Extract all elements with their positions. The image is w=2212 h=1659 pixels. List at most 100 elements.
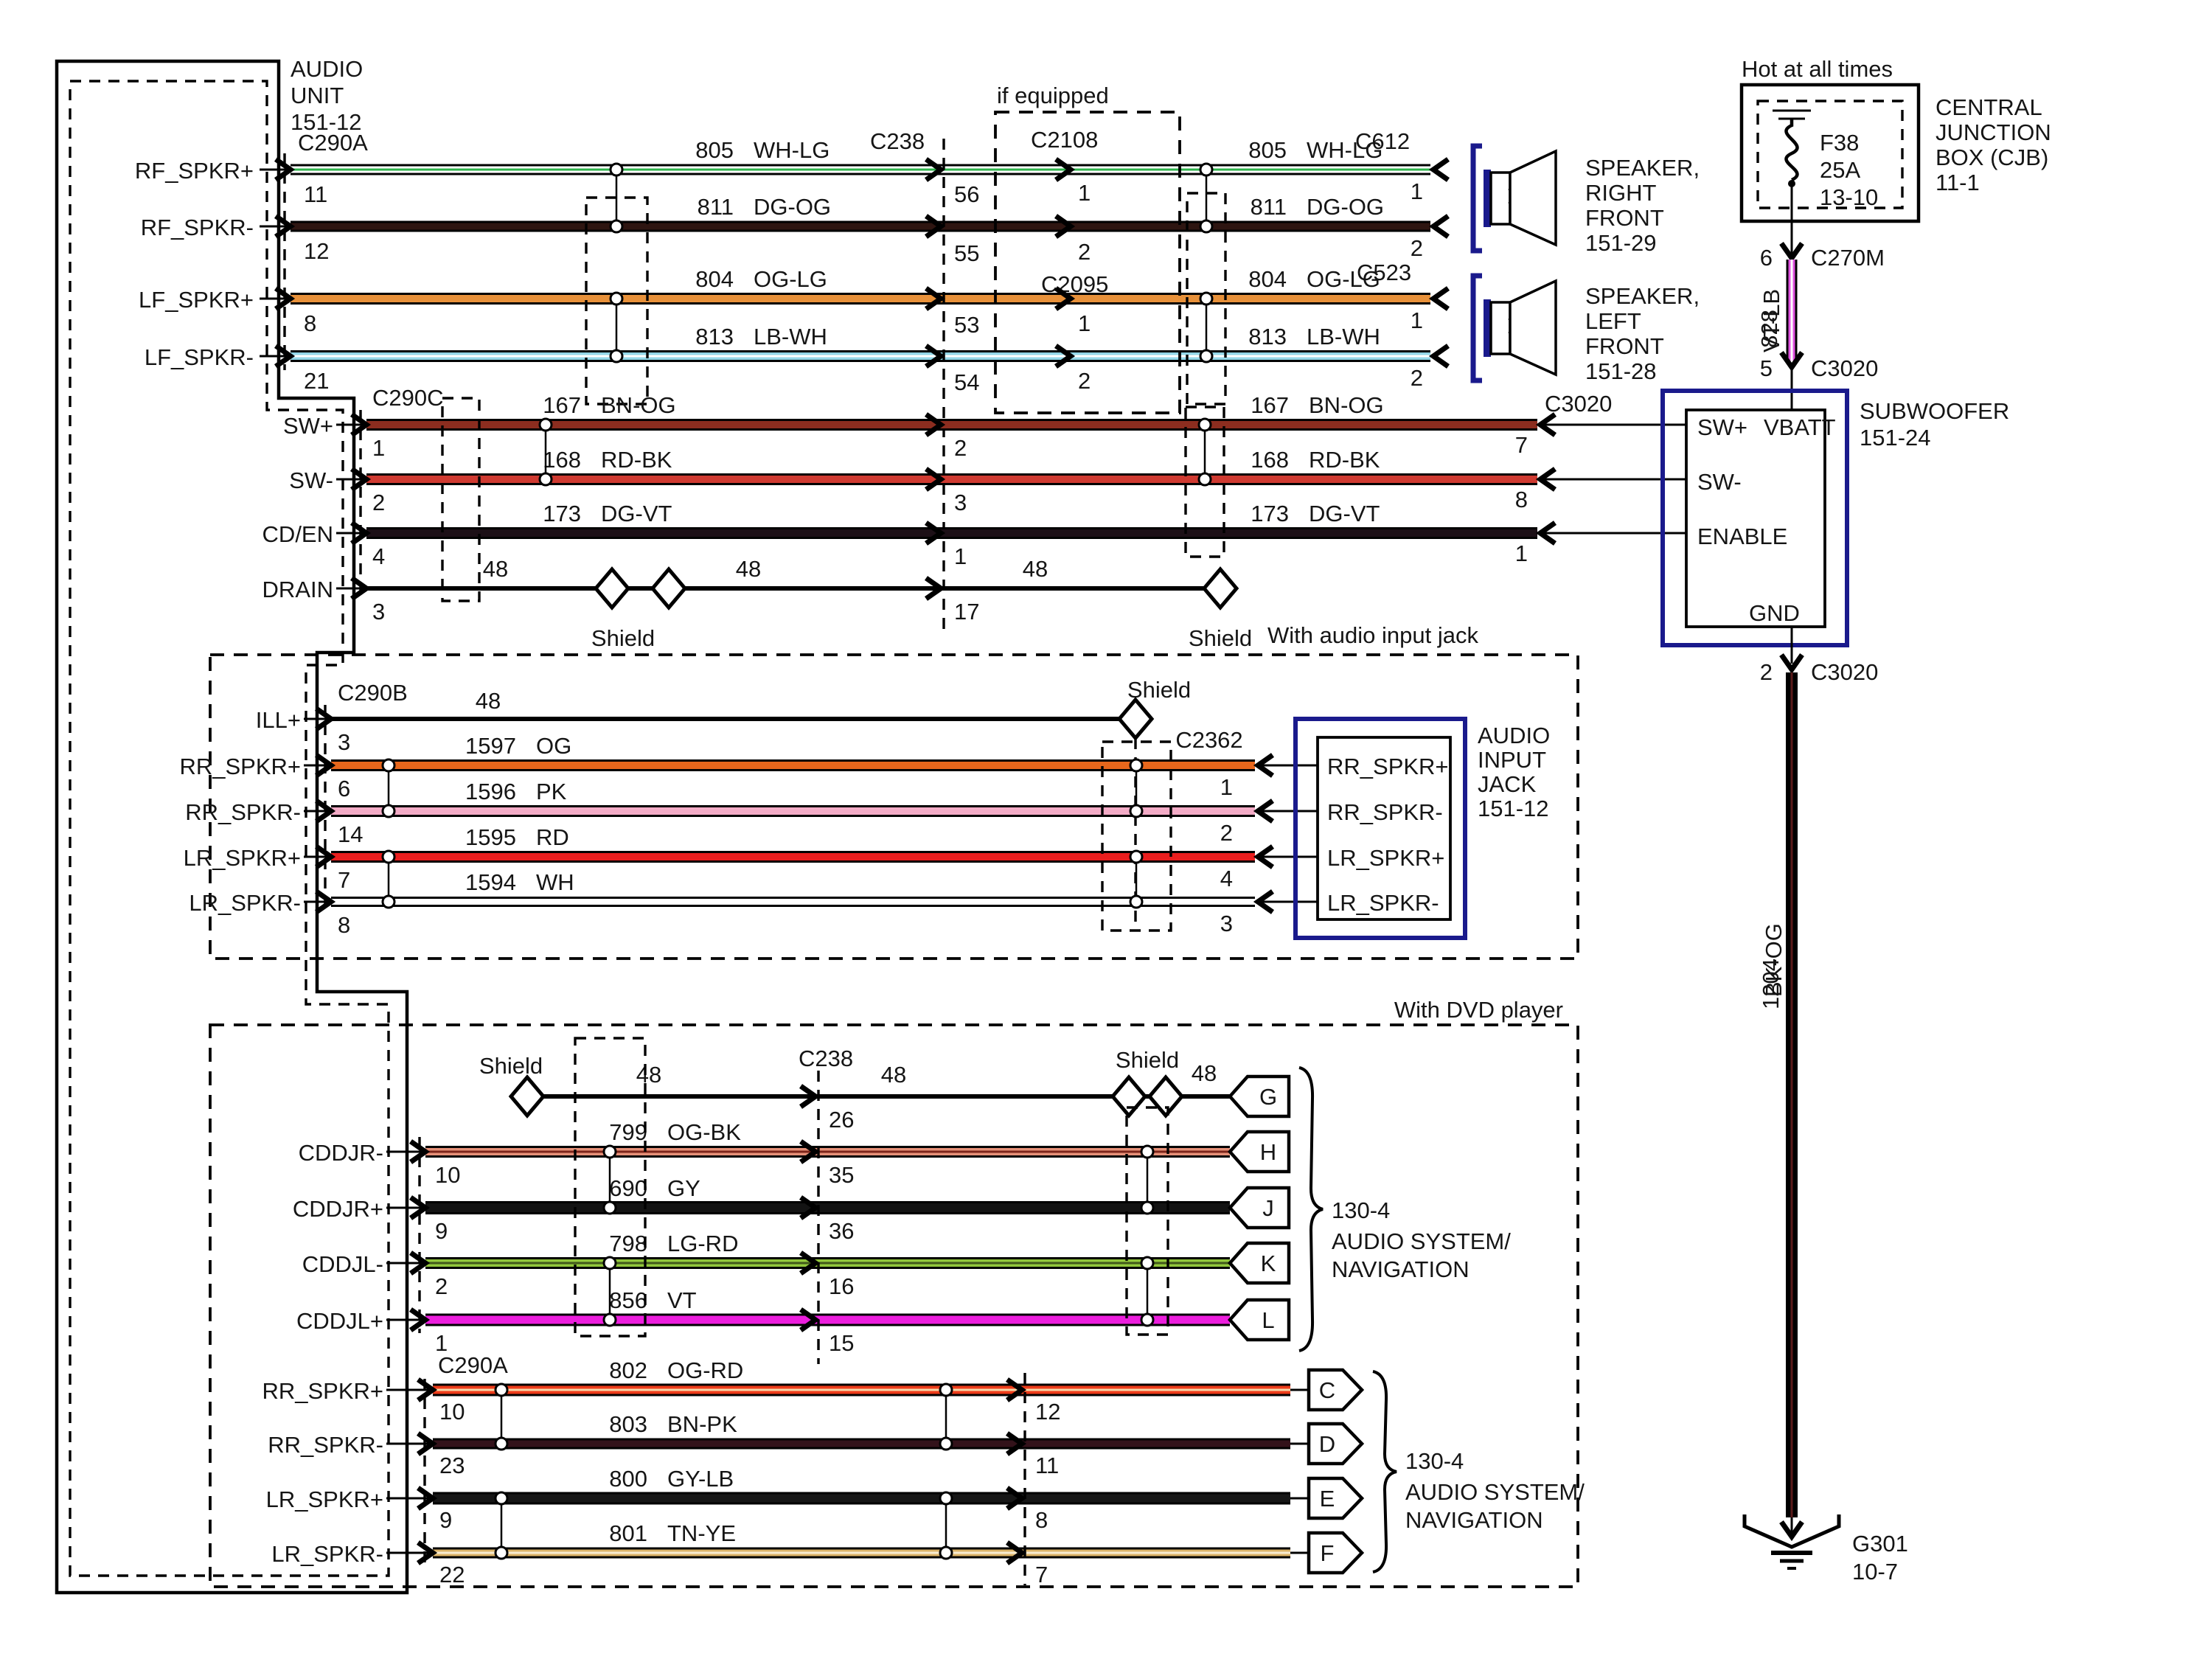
pin-number: 35 xyxy=(829,1162,854,1188)
pin-number: 11 xyxy=(1035,1453,1059,1478)
pennant-letter: C xyxy=(1319,1377,1335,1403)
subwoofer-title: SUBWOOFER xyxy=(1860,398,2009,424)
wire-color: BK-OG xyxy=(1761,923,1787,997)
wire-number: 804 xyxy=(1248,266,1287,292)
speaker-right-front-icon xyxy=(1484,149,1557,247)
wire-number-48: 48 xyxy=(636,1062,661,1088)
pin-number: 1 xyxy=(954,543,967,569)
pin-number: 2 xyxy=(1078,239,1091,265)
cjb-label: JUNCTION xyxy=(1935,119,2051,145)
pin-number: 3 xyxy=(338,729,350,755)
wire-color: LG-RD xyxy=(667,1231,738,1256)
pin-number: 16 xyxy=(829,1273,854,1299)
shield-diamond-icon xyxy=(1204,569,1237,608)
pennant-letter: H xyxy=(1260,1139,1276,1165)
wire-number: 167 xyxy=(1251,392,1289,418)
twisted-pair-loop xyxy=(602,1144,617,1215)
destination-ref: NAVIGATION xyxy=(1332,1256,1470,1282)
cjb-label: 11-1 xyxy=(1935,170,1980,195)
ground-ref: 10-7 xyxy=(1852,1559,1898,1585)
jack-pin-label: RR_SPKR- xyxy=(1327,799,1443,825)
wire-color: PK xyxy=(536,779,567,804)
pin-number: 14 xyxy=(338,821,363,847)
pin-number: 12 xyxy=(1035,1399,1060,1425)
hot-at-all-times-label: Hot at all times xyxy=(1742,56,1893,82)
shield-diamond-icon xyxy=(1113,1077,1145,1116)
pin-number: 1 xyxy=(372,435,385,461)
wire-color: OG-LG xyxy=(754,266,827,292)
twist-region xyxy=(574,1037,647,1338)
pin-number: 2 xyxy=(372,490,385,515)
audio-unit-title: 151-12 xyxy=(291,109,362,135)
subwoofer-inner-box xyxy=(1685,408,1826,628)
pennant-l xyxy=(1230,1300,1289,1340)
shield-label: Shield xyxy=(591,625,655,651)
wire-color: DG-VT xyxy=(601,501,672,526)
pennant-letter: K xyxy=(1261,1251,1276,1276)
audio-unit-title: UNIT xyxy=(291,83,344,108)
pin-number: 10 xyxy=(439,1399,465,1425)
wire-color: RD-BK xyxy=(601,447,672,473)
pennant-letter: J xyxy=(1262,1195,1274,1221)
destination-ref: AUDIO SYSTEM/ xyxy=(1405,1479,1585,1505)
wire-number: 173 xyxy=(543,501,581,526)
connector-label-c238: C238 xyxy=(870,128,925,154)
speaker-left-label: LEFT xyxy=(1585,308,1641,334)
sub-pin-swm: SW- xyxy=(1697,469,1742,495)
speaker-left-label: 151-28 xyxy=(1585,358,1657,384)
wire-number: 856 xyxy=(609,1287,647,1313)
twisted-pair-loop xyxy=(381,849,396,909)
connector-label-c523: C523 xyxy=(1357,260,1411,285)
pin-number: 1 xyxy=(1515,540,1528,566)
wire-number: 800 xyxy=(609,1466,647,1492)
brace xyxy=(1372,1370,1397,1573)
pin-number: 3 xyxy=(954,490,967,515)
subwoofer-outer-box xyxy=(1660,389,1849,647)
signal-label: RF_SPKR- xyxy=(141,215,254,240)
pin-number: 21 xyxy=(304,368,329,394)
brace xyxy=(1298,1066,1324,1352)
connector-label-c2362: C2362 xyxy=(1175,727,1242,753)
wire-number: 168 xyxy=(543,447,581,473)
pin-number: 8 xyxy=(1035,1507,1048,1533)
pin-number: 1 xyxy=(1220,774,1233,800)
section-front-speakers: C290A RF_SPKR+ RF_SPKR- LF_SPKR+ LF_SPKR… xyxy=(135,83,1700,633)
signal-label: CD/EN xyxy=(262,521,333,547)
signal-label: LR_SPKR+ xyxy=(184,845,301,871)
fuse-name: F38 xyxy=(1820,130,1859,156)
wire-number: 813 xyxy=(1248,324,1287,349)
signal-label: RR_SPKR+ xyxy=(262,1378,383,1404)
audio-unit-box: AUDIO UNIT 151-12 xyxy=(55,56,409,1595)
twisted-pair-loop xyxy=(1199,291,1214,364)
jack-pin-label: LR_SPKR- xyxy=(1327,890,1439,916)
twisted-pair-loop xyxy=(939,1382,953,1451)
pennant-letter: G xyxy=(1259,1084,1277,1110)
wire-number: 803 xyxy=(609,1411,647,1437)
wire-color: VT xyxy=(667,1287,697,1313)
twist-region xyxy=(1125,1106,1169,1336)
pin-number: 2 xyxy=(1411,365,1423,391)
signal-label: LR_SPKR- xyxy=(271,1541,383,1567)
wire-color: OG-BK xyxy=(667,1119,741,1145)
pennant-f xyxy=(1309,1533,1362,1573)
pennant-j xyxy=(1230,1188,1289,1228)
connector-label-c290a: C290A xyxy=(298,130,368,156)
audio-input-jack-outer-box xyxy=(1293,717,1467,940)
pennant-letter: F xyxy=(1321,1540,1335,1566)
pin-number: 36 xyxy=(829,1218,854,1244)
pin-number: 17 xyxy=(954,599,979,625)
sub-pin-vbatt: VBATT xyxy=(1764,414,1836,440)
pin-number: 1 xyxy=(1411,178,1423,204)
shield-label: Shield xyxy=(479,1053,543,1079)
wire-color: BN-OG xyxy=(1309,392,1384,418)
jack-pin-label: RR_SPKR+ xyxy=(1327,754,1449,779)
connector-label-c270m: C270M xyxy=(1811,245,1885,271)
wire-color: DG-OG xyxy=(754,194,831,220)
pennant-letter: E xyxy=(1320,1486,1335,1512)
twisted-pair-loop xyxy=(1140,1256,1155,1327)
wire-color: DG-OG xyxy=(1307,194,1384,220)
twisted-pair-loop xyxy=(609,291,624,364)
pin-number: 12 xyxy=(304,238,329,264)
pin-number: 55 xyxy=(954,240,979,266)
wire-number: 690 xyxy=(609,1175,647,1201)
